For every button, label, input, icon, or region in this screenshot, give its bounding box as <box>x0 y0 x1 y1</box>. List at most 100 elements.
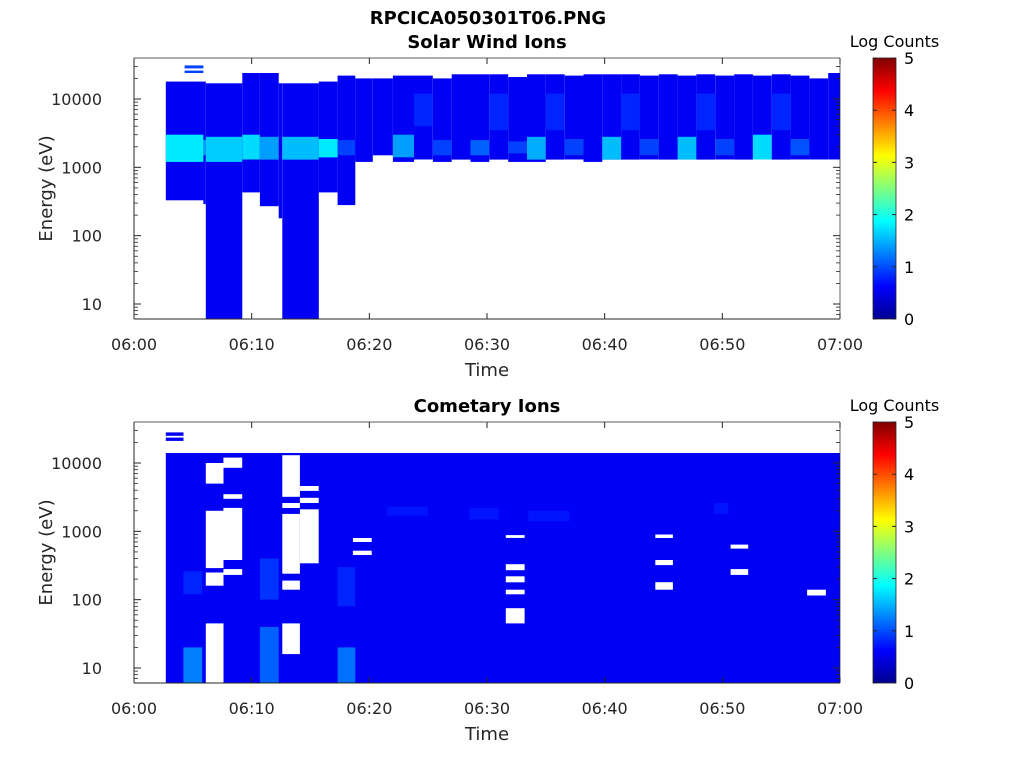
colorbar-tick-label: 5 <box>904 413 914 432</box>
heatmap-cell <box>183 647 203 683</box>
heatmap-gap <box>282 503 300 508</box>
heatmap-gap <box>505 576 525 583</box>
heatmap-gap <box>505 608 525 624</box>
heatmap-cell <box>184 70 204 73</box>
heatmap-cell <box>621 93 640 131</box>
heatmap-gap <box>655 534 673 538</box>
heatmap-cell <box>414 93 433 127</box>
heatmap-gap <box>282 513 300 574</box>
heatmap-cell <box>318 81 338 193</box>
x-tick-label: 06:40 <box>582 335 628 354</box>
panel-title: Cometary Ions <box>414 396 561 417</box>
heatmap-cell <box>470 74 490 162</box>
x-tick-label: 06:30 <box>464 335 510 354</box>
x-tick-label: 06:50 <box>699 335 745 354</box>
x-tick-label: 06:10 <box>229 699 275 718</box>
y-tick-label: 100 <box>71 227 102 246</box>
colorbar-tick-label: 5 <box>904 49 914 68</box>
heatmap-gap <box>299 509 319 564</box>
y-axis-label: Energy (eV) <box>36 499 57 605</box>
heatmap-cell <box>318 139 338 158</box>
heatmap-cell <box>203 140 206 156</box>
heatmap-cell <box>278 83 283 219</box>
y-axis-label: Energy (eV) <box>36 135 57 241</box>
heatmap-cell <box>564 75 584 160</box>
colorbar-tick-label: 2 <box>904 206 914 225</box>
heatmap-cell <box>205 136 243 162</box>
y-tick-label: 10 <box>82 659 102 678</box>
heatmap-gap <box>505 535 525 538</box>
heatmap-cell <box>752 134 772 160</box>
heatmap-gap <box>505 589 525 595</box>
panel-cometary: Cometary Ions 06:00 06:10 06:20 06:30 06:40 06… <box>36 396 939 745</box>
heatmap-cell <box>602 136 622 160</box>
heatmap-gap <box>807 589 826 596</box>
heatmap-gap <box>352 538 372 542</box>
figure-title: RPCICA050301T06.PNG <box>370 8 606 29</box>
x-tick-label: 06:00 <box>111 699 157 718</box>
y-tick-label: 10000 <box>51 454 102 473</box>
colorbar-tick-label: 1 <box>904 622 914 641</box>
heatmap-cell <box>282 83 319 319</box>
heatmap-cell <box>205 83 243 319</box>
heatmap-gap <box>730 544 749 549</box>
y-tick-label: 1000 <box>61 158 102 177</box>
colorbar-tick-label: 4 <box>904 465 914 484</box>
heatmap-gap <box>205 463 224 484</box>
x-tick-label: 06:50 <box>699 699 745 718</box>
heatmap-gap <box>655 582 673 590</box>
heatmap-cell <box>828 73 840 160</box>
heatmap-cell <box>790 139 810 156</box>
x-tick-label: 06:10 <box>229 335 275 354</box>
heatmap-cell <box>387 506 429 516</box>
heatmap-cell <box>527 136 546 160</box>
y-tick-label: 100 <box>71 591 102 610</box>
y-tick-label: 1000 <box>61 522 102 541</box>
heatmap-gap <box>299 497 319 503</box>
heatmap-cell <box>242 73 260 193</box>
colorbar <box>872 421 897 684</box>
heatmap-cell <box>508 77 527 162</box>
heatmap-gap <box>223 507 243 560</box>
heatmap-cell <box>658 74 678 160</box>
colorbar-label: Log Counts <box>850 32 940 51</box>
x-tick-label: 06:00 <box>111 335 157 354</box>
heatmap-gap <box>205 510 224 569</box>
heatmap-cell <box>545 93 565 131</box>
colorbar-tick-label: 0 <box>904 310 914 329</box>
x-tick-label: 06:30 <box>464 699 510 718</box>
heatmap-cell <box>259 626 279 683</box>
colorbar-tick-label: 2 <box>904 570 914 589</box>
heatmap-gap <box>282 623 300 655</box>
heatmap-cell <box>640 75 659 160</box>
heatmap-gap <box>205 623 224 683</box>
heatmap-cell <box>809 78 829 160</box>
heatmap-gap <box>282 455 300 497</box>
heatmap-cell <box>165 134 204 162</box>
heatmap-cell <box>432 140 452 156</box>
heatmap-gap <box>352 550 372 555</box>
heatmap-gap <box>730 569 749 575</box>
panel-title: Solar Wind Ions <box>407 32 566 53</box>
heatmap-cell <box>355 78 373 162</box>
heatmap-cell <box>259 558 279 600</box>
x-tick-label: 06:20 <box>346 699 392 718</box>
y-tick-label: 10000 <box>51 90 102 109</box>
heatmap-cell <box>451 74 471 160</box>
colorbar <box>872 57 897 320</box>
heatmap-cell <box>337 140 356 156</box>
colorbar-tick-label: 3 <box>904 153 914 172</box>
heatmap-cell <box>282 136 319 160</box>
heatmap-cell <box>564 139 584 156</box>
heatmap-cell <box>489 93 509 131</box>
heatmap-cell <box>771 93 791 131</box>
heatmap-cell <box>259 136 279 160</box>
heatmap-cell <box>677 136 697 160</box>
heatmap-gap <box>282 580 300 590</box>
heatmap-gap <box>223 494 243 499</box>
heatmap-cell <box>640 139 659 156</box>
heatmap-gap <box>299 486 319 491</box>
colorbar-label: Log Counts <box>850 396 940 415</box>
x-tick-label: 07:00 <box>817 699 863 718</box>
